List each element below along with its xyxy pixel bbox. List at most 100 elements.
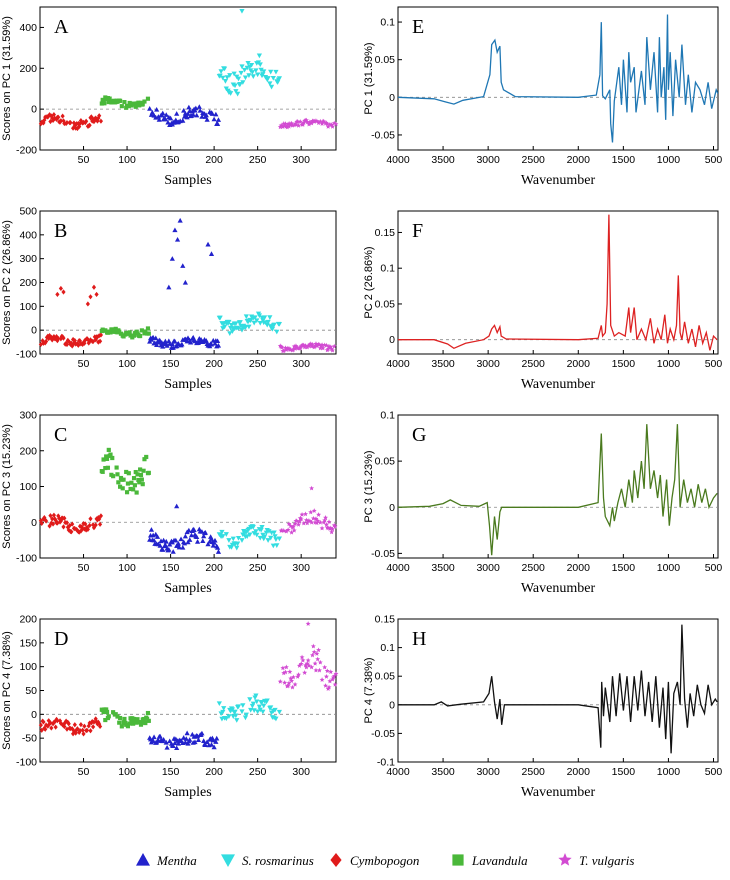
data-point [181,107,187,113]
data-point [131,487,136,492]
data-point [151,734,157,740]
data-point [146,718,151,723]
data-point [310,643,316,649]
data-point [261,703,267,709]
data-point [180,263,186,268]
data-point [186,104,192,110]
data-point [227,331,233,336]
data-point [97,338,103,344]
data-point [87,122,92,128]
data-point [222,79,229,84]
y-tick-label: 0.05 [375,54,396,66]
data-point [170,743,176,749]
x-tick-label: 2500 [522,154,546,166]
data-point [242,75,249,81]
data-point [77,523,83,529]
data-point [215,549,222,554]
data-point [283,528,289,534]
data-point [55,291,60,298]
data-point [202,742,209,748]
data-point [284,124,290,130]
x-tick-label: 1000 [657,154,681,166]
data-point [154,106,160,112]
data-point [62,723,67,730]
data-point [164,744,170,750]
data-point [202,530,209,535]
data-point [283,664,289,670]
data-point [296,672,302,677]
data-point [323,515,329,520]
data-point [326,684,332,690]
data-point [296,663,302,668]
data-point [80,727,85,733]
x-tick-label: 3000 [476,766,500,778]
data-point [219,529,225,535]
panel-letter: E [412,16,424,38]
data-point [105,465,110,470]
data-point [298,661,304,667]
data-point [100,469,105,474]
data-point [276,536,283,542]
data-point [42,515,47,521]
data-point [120,486,125,491]
x-tick-label: 50 [78,358,90,370]
data-point [73,730,78,736]
data-point [269,326,276,332]
data-point [155,114,161,119]
data-point [237,320,243,325]
x-axis-label: Samples [164,581,211,596]
data-point [45,333,50,339]
data-point [333,671,339,676]
data-point [199,730,205,736]
data-point [255,72,261,78]
data-point [41,719,46,725]
data-point [175,740,182,746]
data-point [199,529,205,534]
x-tick-label: 300 [292,154,310,166]
data-point [85,336,90,343]
data-point [233,713,239,719]
data-point [88,516,93,522]
data-point [38,722,43,728]
data-point [163,739,169,745]
data-point [294,518,300,524]
data-point [161,736,167,742]
x-tick-label: 2000 [567,154,591,166]
data-point [191,527,197,532]
data-point [213,111,219,117]
data-point [211,116,217,122]
data-point [309,485,315,491]
data-point [296,518,302,524]
data-point [297,345,303,351]
data-point [239,538,245,543]
data-point [83,521,88,527]
data-point [319,525,325,531]
x-axis-label: Samples [164,173,211,188]
plot-frame [397,414,719,559]
y-tick-label: 0 [31,325,37,337]
data-point [309,519,315,525]
data-point [170,345,176,350]
data-point [226,714,232,719]
data-point [184,730,190,736]
x-tick-label: 3500 [431,154,455,166]
data-point [135,472,140,477]
data-point [69,529,74,535]
data-point [302,670,308,675]
data-point [316,647,322,653]
data-point [145,326,151,331]
data-point [323,522,329,527]
x-tick-label: 150 [162,154,180,166]
data-point [257,707,263,713]
data-point [310,515,316,521]
data-point [239,64,245,70]
data-point [319,342,325,347]
data-point [141,468,146,473]
y-axis-label: PC 3 (15.23%) [363,450,375,522]
y-tick-label: -100 [16,553,37,565]
data-point [248,707,254,713]
x-tick-label: 4000 [386,154,410,166]
data-point [313,667,319,673]
data-point [199,114,205,119]
data-point [77,728,83,734]
